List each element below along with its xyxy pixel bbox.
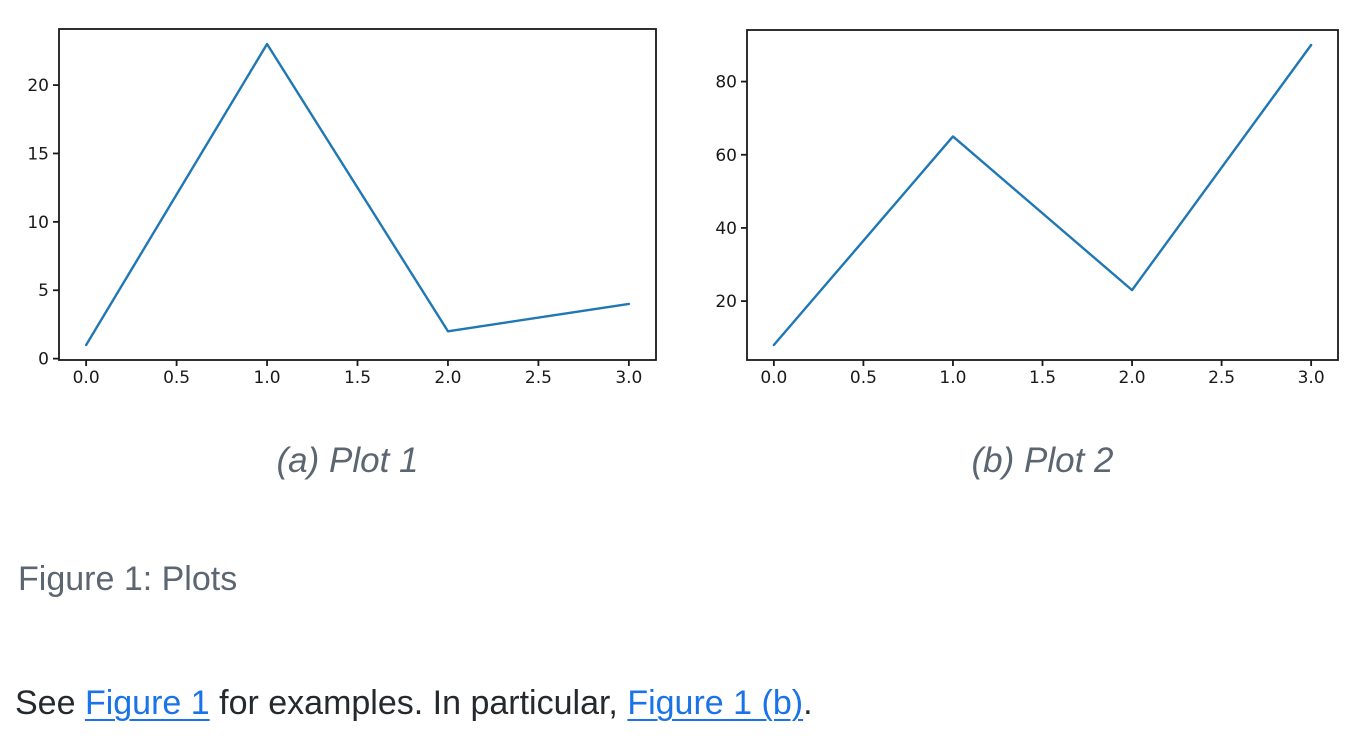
x-tick-label: 1.5	[1029, 368, 1056, 388]
x-tick-label: 3.0	[615, 368, 642, 388]
y-tick-label: 20	[27, 76, 49, 96]
y-tick-label: 10	[27, 213, 49, 233]
x-tick-label: 1.5	[344, 368, 371, 388]
x-tick-label: 3.0	[1298, 368, 1325, 388]
y-tick-label: 0	[38, 350, 49, 370]
axes-spines	[746, 29, 1339, 361]
y-tick-label: 15	[27, 144, 49, 164]
x-tick-label: 0.0	[73, 368, 100, 388]
x-tick-label: 0.5	[850, 368, 877, 388]
y-tick-label: 20	[715, 292, 737, 312]
paragraph-text: .	[803, 684, 813, 722]
y-tick-label: 60	[715, 146, 737, 166]
plot-2-chart: 0.0 0.5 1.0 1.5 2.0 2.5 3.0 20 40 60 80	[715, 29, 1339, 388]
figure-caption: Figure 1: Plots	[18, 560, 238, 598]
paragraph-text: for examples. In particular,	[209, 684, 628, 722]
axes-spines	[58, 28, 657, 361]
x-tick-label: 1.0	[939, 368, 966, 388]
plot-1-chart: 0.0 0.5 1.0 1.5 2.0 2.5 3.0 0 5 10 15 20	[27, 28, 657, 388]
subcaption-b: (b) Plot 2	[971, 441, 1114, 480]
x-tick-label: 2.0	[1119, 368, 1146, 388]
x-tick-label: 0.5	[163, 368, 190, 388]
y-tick-label: 80	[715, 73, 737, 93]
x-tick-label: 2.5	[525, 368, 552, 388]
plot-2-line	[772, 43, 1313, 347]
y-tick-label: 40	[715, 219, 737, 239]
y-tick-label: 5	[38, 281, 49, 301]
link-figure-1[interactable]: Figure 1	[84, 684, 210, 722]
x-tick-label: 1.0	[254, 368, 281, 388]
plot-1-line	[84, 42, 631, 347]
x-tick-label: 2.0	[434, 368, 461, 388]
paragraph-text: See	[15, 684, 85, 722]
body-paragraph: See Figure 1 for examples. In particular…	[15, 684, 813, 722]
figure-1: 0.0 0.5 1.0 1.5 2.0 2.5 3.0 0 5 10 15 20 0.0 0.5 1.0 1…	[27, 28, 1339, 388]
x-tick-label: 2.5	[1208, 368, 1235, 388]
link-figure-1-b[interactable]: Figure 1 (b)	[627, 684, 804, 722]
x-tick-label: 0.0	[760, 368, 787, 388]
subcaption-a: (a) Plot 1	[276, 441, 419, 480]
